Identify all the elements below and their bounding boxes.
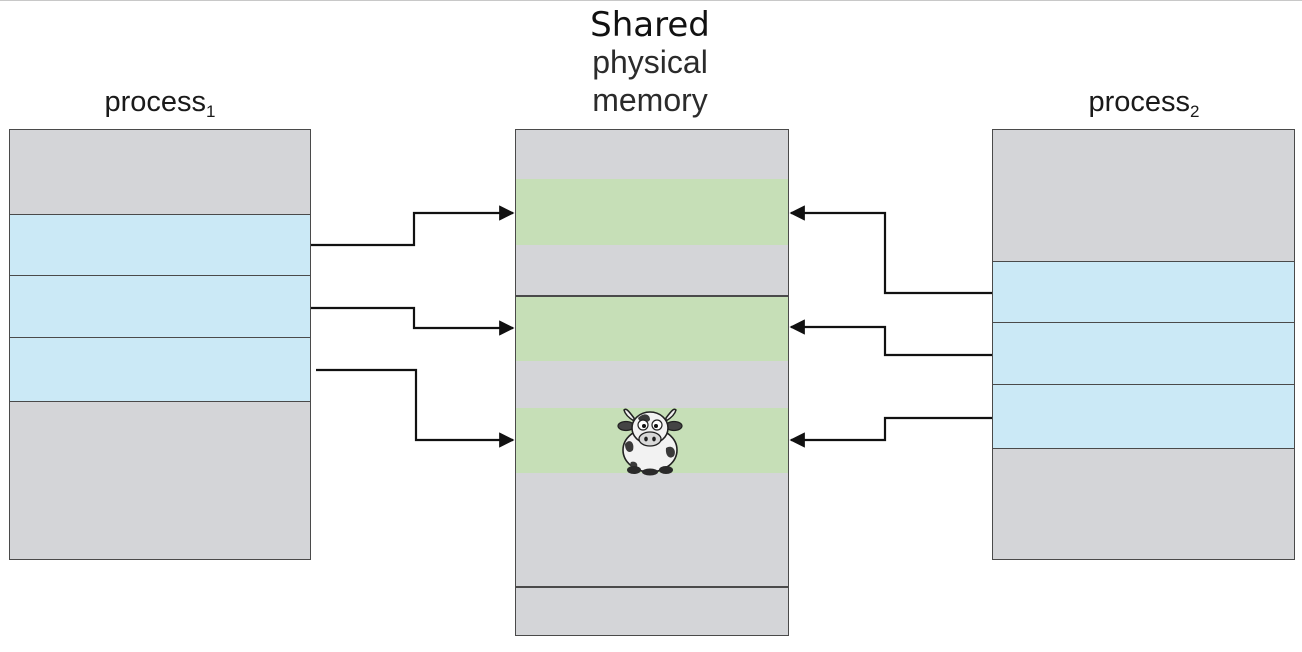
arrow-p2-page3 bbox=[789, 416, 992, 448]
memory-title-line3: memory bbox=[592, 82, 708, 118]
process1-name: process bbox=[104, 86, 207, 118]
process1-page-1 bbox=[10, 214, 310, 276]
cow-icon bbox=[617, 408, 683, 476]
process2-page-1 bbox=[993, 261, 1294, 323]
frame-divider bbox=[516, 586, 788, 588]
physical-memory bbox=[515, 129, 789, 636]
process2-label: process2 bbox=[1044, 86, 1244, 121]
memory-title-line1: Shared bbox=[590, 5, 710, 45]
process2-subscript: 2 bbox=[1190, 102, 1200, 121]
process1-address-space bbox=[9, 129, 311, 560]
top-rule bbox=[0, 0, 1302, 1]
arrow-p2-page2 bbox=[789, 319, 992, 357]
process1-page-2 bbox=[10, 276, 310, 338]
memory-title-line2: physical bbox=[592, 44, 708, 80]
process2-page-3 bbox=[993, 385, 1294, 449]
process1-label: process1 bbox=[60, 86, 260, 121]
shared-frame-1 bbox=[516, 179, 788, 245]
process2-name: process bbox=[1088, 86, 1191, 118]
arrow-p1-page3 bbox=[316, 368, 515, 448]
frame-divider bbox=[516, 295, 788, 297]
process1-page-3 bbox=[10, 338, 310, 402]
arrow-p1-page1 bbox=[311, 205, 515, 247]
arrow-p1-page2 bbox=[311, 306, 515, 336]
process1-subscript: 1 bbox=[206, 102, 216, 121]
shared-frame-2 bbox=[516, 297, 788, 361]
process2-page-2 bbox=[993, 323, 1294, 385]
process2-address-space bbox=[992, 129, 1295, 560]
arrow-p2-page1 bbox=[789, 205, 992, 295]
